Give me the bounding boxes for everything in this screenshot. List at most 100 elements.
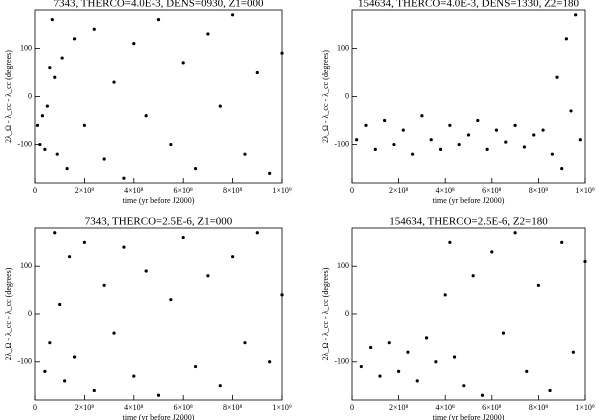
data-point (144, 269, 148, 273)
y-tick-label: 100 (337, 43, 349, 52)
data-point (63, 379, 67, 383)
data-point (255, 70, 259, 75)
x-tick-label: 8×10⁸ (529, 403, 549, 412)
data-point (206, 32, 210, 36)
data-point (555, 75, 559, 79)
data-point (466, 133, 471, 137)
data-point (541, 128, 545, 132)
data-point (485, 147, 489, 151)
x-tick-label: 1×10⁹ (575, 403, 595, 412)
panel-title: 7343, THERCO=2.5E-6, Z1=000 (85, 216, 233, 228)
x-tick-label: 6×10⁸ (482, 186, 502, 195)
x-axis-label: time (yr before J2000) (433, 196, 505, 205)
y-tick-label: -100 (17, 357, 32, 366)
data-point (550, 152, 554, 156)
data-point (156, 18, 161, 22)
data-point (181, 61, 185, 65)
data-point (48, 341, 52, 345)
data-point (490, 250, 494, 254)
data-point (452, 355, 457, 359)
x-tick-label: 6×10⁸ (482, 403, 502, 412)
data-point (280, 51, 284, 55)
y-axis-label: 2λ_Ω - λ_cc - λ_cc (degrees) (4, 50, 13, 143)
data-point (359, 364, 363, 369)
data-point (280, 293, 284, 297)
data-point (569, 109, 573, 113)
data-point (48, 66, 52, 70)
data-point (373, 147, 377, 151)
data-point (532, 133, 536, 137)
x-tick-label: 1×10⁹ (272, 186, 292, 195)
data-point (40, 114, 45, 118)
data-point (169, 298, 173, 302)
data-point (462, 384, 466, 388)
x-axis-label: time (yr before J2000) (433, 413, 505, 420)
x-tick-label: 8×10⁸ (223, 186, 243, 195)
data-point (560, 166, 564, 171)
data-point (401, 128, 405, 132)
data-point (218, 384, 222, 388)
data-point (434, 360, 438, 364)
data-point (243, 152, 247, 156)
data-point (268, 171, 272, 175)
x-tick-label: 2×10⁸ (75, 403, 95, 412)
data-point (494, 128, 499, 132)
data-point (38, 142, 42, 147)
plot-frame (351, 227, 586, 401)
x-tick-label: 0 (350, 186, 354, 195)
x-tick-label: 0 (33, 403, 37, 412)
x-tick-label: 8×10⁸ (529, 186, 549, 195)
y-tick-label: 0 (28, 91, 32, 100)
data-point (72, 355, 77, 359)
data-point (43, 369, 47, 373)
data-point (571, 350, 575, 354)
data-point (102, 157, 106, 161)
x-axis-label: time (yr before J2000) (123, 196, 195, 205)
data-point (410, 152, 415, 156)
data-point (564, 37, 568, 41)
data-point (443, 293, 447, 297)
data-point (574, 13, 578, 17)
y-tick-label: 100 (20, 43, 32, 52)
data-point (53, 75, 57, 79)
data-point (513, 231, 517, 235)
data-point (438, 147, 443, 151)
y-tick-label: 0 (345, 309, 349, 318)
data-point (504, 140, 508, 144)
data-point (583, 259, 587, 264)
y-tick-label: 100 (20, 261, 32, 270)
data-point (383, 118, 387, 123)
x-axis-label: time (yr before J2000) (123, 413, 195, 420)
data-point (255, 231, 259, 235)
data-point (476, 118, 480, 123)
x-tick-label: 2×10⁸ (389, 403, 409, 412)
y-axis-label: 2λ_Ω - λ_cc - λ_cc (degrees) (321, 267, 330, 360)
data-point (193, 364, 198, 369)
plot-frame (34, 9, 283, 184)
data-point (82, 240, 86, 244)
data-point (369, 345, 373, 350)
data-point (420, 114, 424, 118)
y-tick-label: 100 (337, 261, 349, 270)
x-tick-label: 2×10⁸ (389, 186, 409, 195)
data-point (156, 393, 161, 397)
panel-title: 154634, THERCO=4.0E-3, DENS=1330, Z2=180 (358, 0, 579, 10)
data-point (102, 283, 106, 287)
data-point (53, 231, 57, 235)
data-point (112, 80, 116, 84)
x-tick-label: 4×10⁸ (436, 403, 456, 412)
y-axis-label: 2λ_Ω - λ_cc - λ_cc (degrees) (4, 267, 13, 360)
data-point (578, 138, 582, 142)
data-point (548, 388, 552, 393)
x-tick-label: 6×10⁸ (174, 403, 194, 412)
x-tick-label: 1×10⁹ (272, 403, 292, 412)
data-point (132, 374, 136, 378)
data-point (144, 114, 148, 118)
data-point (122, 176, 126, 180)
data-point (560, 240, 564, 244)
y-tick-label: -100 (334, 139, 349, 148)
data-point (448, 240, 452, 244)
data-point (72, 37, 77, 41)
panel-title: 7343, THERCO=4.0E-3, DENS=0930, Z1=000 (54, 0, 264, 10)
data-point (60, 56, 64, 60)
